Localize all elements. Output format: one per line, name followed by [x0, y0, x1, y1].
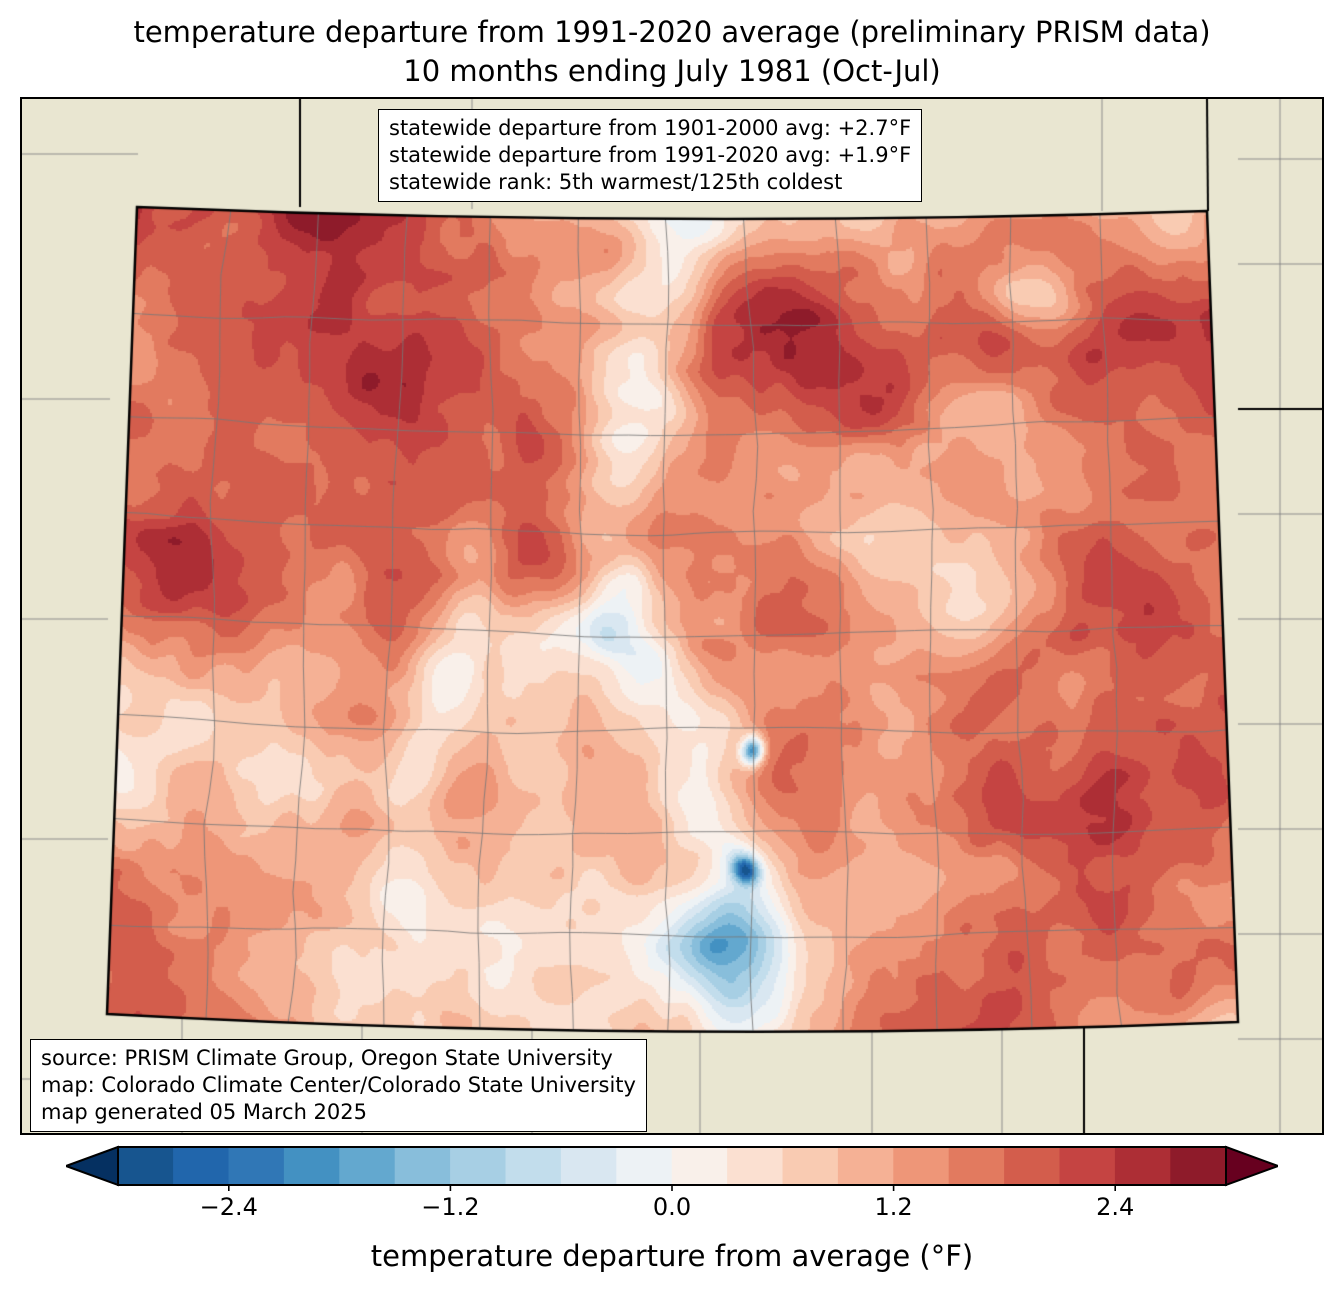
- title-line-1: temperature departure from 1991-2020 ave…: [133, 15, 1211, 49]
- colorbar-tick-label: 1.2: [874, 1193, 913, 1221]
- title-line-2: 10 months ending July 1981 (Oct-Jul): [403, 54, 941, 88]
- source-box: source: PRISM Climate Group, Oregon Stat…: [30, 1039, 647, 1132]
- source-line-2: map: Colorado Climate Center/Colorado St…: [41, 1073, 636, 1097]
- source-line-3: map generated 05 March 2025: [41, 1100, 368, 1124]
- colorbar-tick-label: −1.2: [421, 1193, 480, 1221]
- stats-line-2: statewide departure from 1991-2020 avg: …: [389, 143, 912, 167]
- colorbar-tick-label: −2.4: [199, 1193, 258, 1221]
- stats-line-1: statewide departure from 1901-2000 avg: …: [389, 116, 912, 140]
- stats-box: statewide departure from 1901-2000 avg: …: [378, 109, 923, 202]
- colorado-anomaly-map-canvas: [22, 99, 1322, 1133]
- colorbar-tick-label: 0.0: [652, 1193, 692, 1221]
- colorbar-tick-label: 2.4: [1096, 1193, 1135, 1221]
- colorbar-label: temperature departure from average (°F): [370, 1239, 974, 1273]
- source-line-1: source: PRISM Climate Group, Oregon Stat…: [41, 1046, 613, 1070]
- map-frame: statewide departure from 1901-2000 avg: …: [20, 97, 1324, 1135]
- colorbar-gradient: [66, 1145, 1278, 1191]
- stats-line-3: statewide rank: 5th warmest/125th coldes…: [389, 170, 843, 194]
